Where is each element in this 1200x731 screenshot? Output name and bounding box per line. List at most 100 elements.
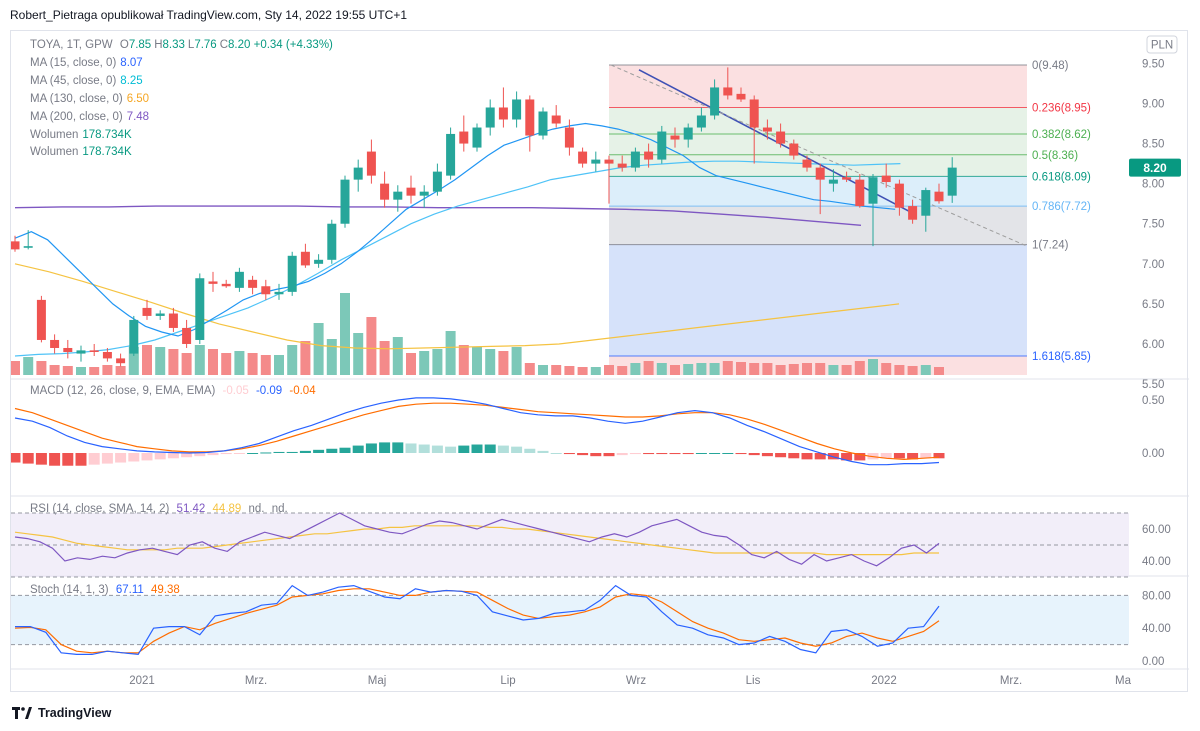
volume-bar [168,349,179,375]
candle-body [683,127,693,140]
macd-bar [49,453,61,466]
candle-body [89,350,99,352]
stoch-d-line [14,588,940,654]
volume-bar [788,364,799,375]
candle-body [696,115,706,128]
macd-bar [656,453,668,455]
candle-body [366,151,376,176]
candle-body [538,111,548,136]
price-tick-6: 6.50 [1142,299,1164,311]
time-tick-6: 2022 [871,675,897,687]
macd-bar [35,453,47,465]
volume-bars [11,293,944,375]
volume-bar [406,353,416,375]
legend-rsi-ma: 44.89 [212,503,242,515]
fib-level-label-1: 0.236(8.95) [1032,102,1091,114]
publisher-header: Robert_Pietraga opublikował TradingView.… [10,8,408,22]
candle-body [723,87,733,96]
candle-body [934,191,944,202]
candle-body [776,131,786,144]
volume-bar [854,361,865,375]
price-tick-1: 9.00 [1142,98,1164,110]
legend-ma200-value: 7.48 [126,111,150,123]
volume-bar [300,341,311,375]
time-tick-1: Mrz. [245,675,267,687]
macd-bar [458,445,470,453]
volume-bar [392,337,403,375]
candle-body [446,133,456,176]
candle-body [908,206,918,220]
volume-bar [445,331,456,375]
legend-symbol[interactable]: TOYA, 1T, GPW [30,39,113,51]
legend-ma200: MA (200, close, 0) 7.48 [30,111,150,123]
volume-bar [841,365,852,375]
volume-bar [142,345,152,375]
fib-zone-1 [609,107,1027,134]
volume-bar [920,365,931,375]
chart-canvas[interactable]: 0(9.48) 0.236(8.95) 0.382(8.62) 0.5(8.36) 0.… [11,31,1189,693]
macd-bar [405,443,417,453]
volume-bar [696,363,707,375]
volume-bar [643,361,654,375]
volume-bar [894,365,905,375]
macd-bar [933,453,945,459]
footer-brand[interactable]: TradingView [12,706,111,720]
legend-c-value: 8.20 [228,39,251,51]
macd-bar [299,450,311,453]
candle-body [182,327,192,344]
candle-body [630,151,640,168]
macd-bar [709,453,721,454]
volume-bar [590,367,601,375]
rsi-line [14,512,940,567]
fib-zone-2 [609,133,1027,155]
stoch-band [11,595,1129,645]
time-tick-4: Wrz [626,675,646,687]
candle-body [842,177,852,180]
macd-bar [484,444,496,453]
volume-bar [221,353,232,375]
candle-body [485,107,495,128]
stoch-tick-1: 40.00 [1142,623,1171,635]
candle-body [380,183,390,200]
ma15-line [14,122,896,337]
macd-bar [603,453,615,457]
volume-bar [89,367,100,375]
macd-bar [220,453,232,455]
stoch-tick-0: 80.00 [1142,590,1171,602]
volume-bar [630,363,641,375]
macd-bar [286,451,298,453]
volume-bar [815,363,826,375]
macd-bar [669,453,681,455]
candle-body [762,127,772,132]
volume-bar [366,317,377,375]
macd-bar [194,453,206,457]
volume-bar [36,361,47,375]
volume-bar [11,361,20,375]
macd-bar [893,453,905,459]
volume-bar [736,362,746,375]
time-tick-5: Lis [746,675,761,687]
legend-ma15: MA (15, close, 0) 8.07 [30,57,143,69]
candle-body [670,135,680,140]
volume-bar [538,365,548,375]
candle-body [591,159,601,164]
legend-o-key: O [119,39,129,51]
volume-bar [722,361,733,375]
time-tick-0: 2021 [129,675,155,687]
macd-bar [761,453,773,457]
legend-volume-2-value: 178.734K [82,146,132,158]
candle-body [393,191,403,200]
macd-bar [128,453,140,462]
volume-bar [194,345,205,375]
macd-bar [313,449,325,453]
candle-body [63,347,73,352]
candle-body [749,99,759,128]
macd-bar [537,450,549,453]
candle-body [564,127,574,148]
candle-body [498,107,508,120]
volume-bar [419,351,430,375]
candle-body [208,281,218,284]
macd-bar [167,453,179,459]
volume-bar [208,349,218,375]
macd-bar [352,445,364,453]
